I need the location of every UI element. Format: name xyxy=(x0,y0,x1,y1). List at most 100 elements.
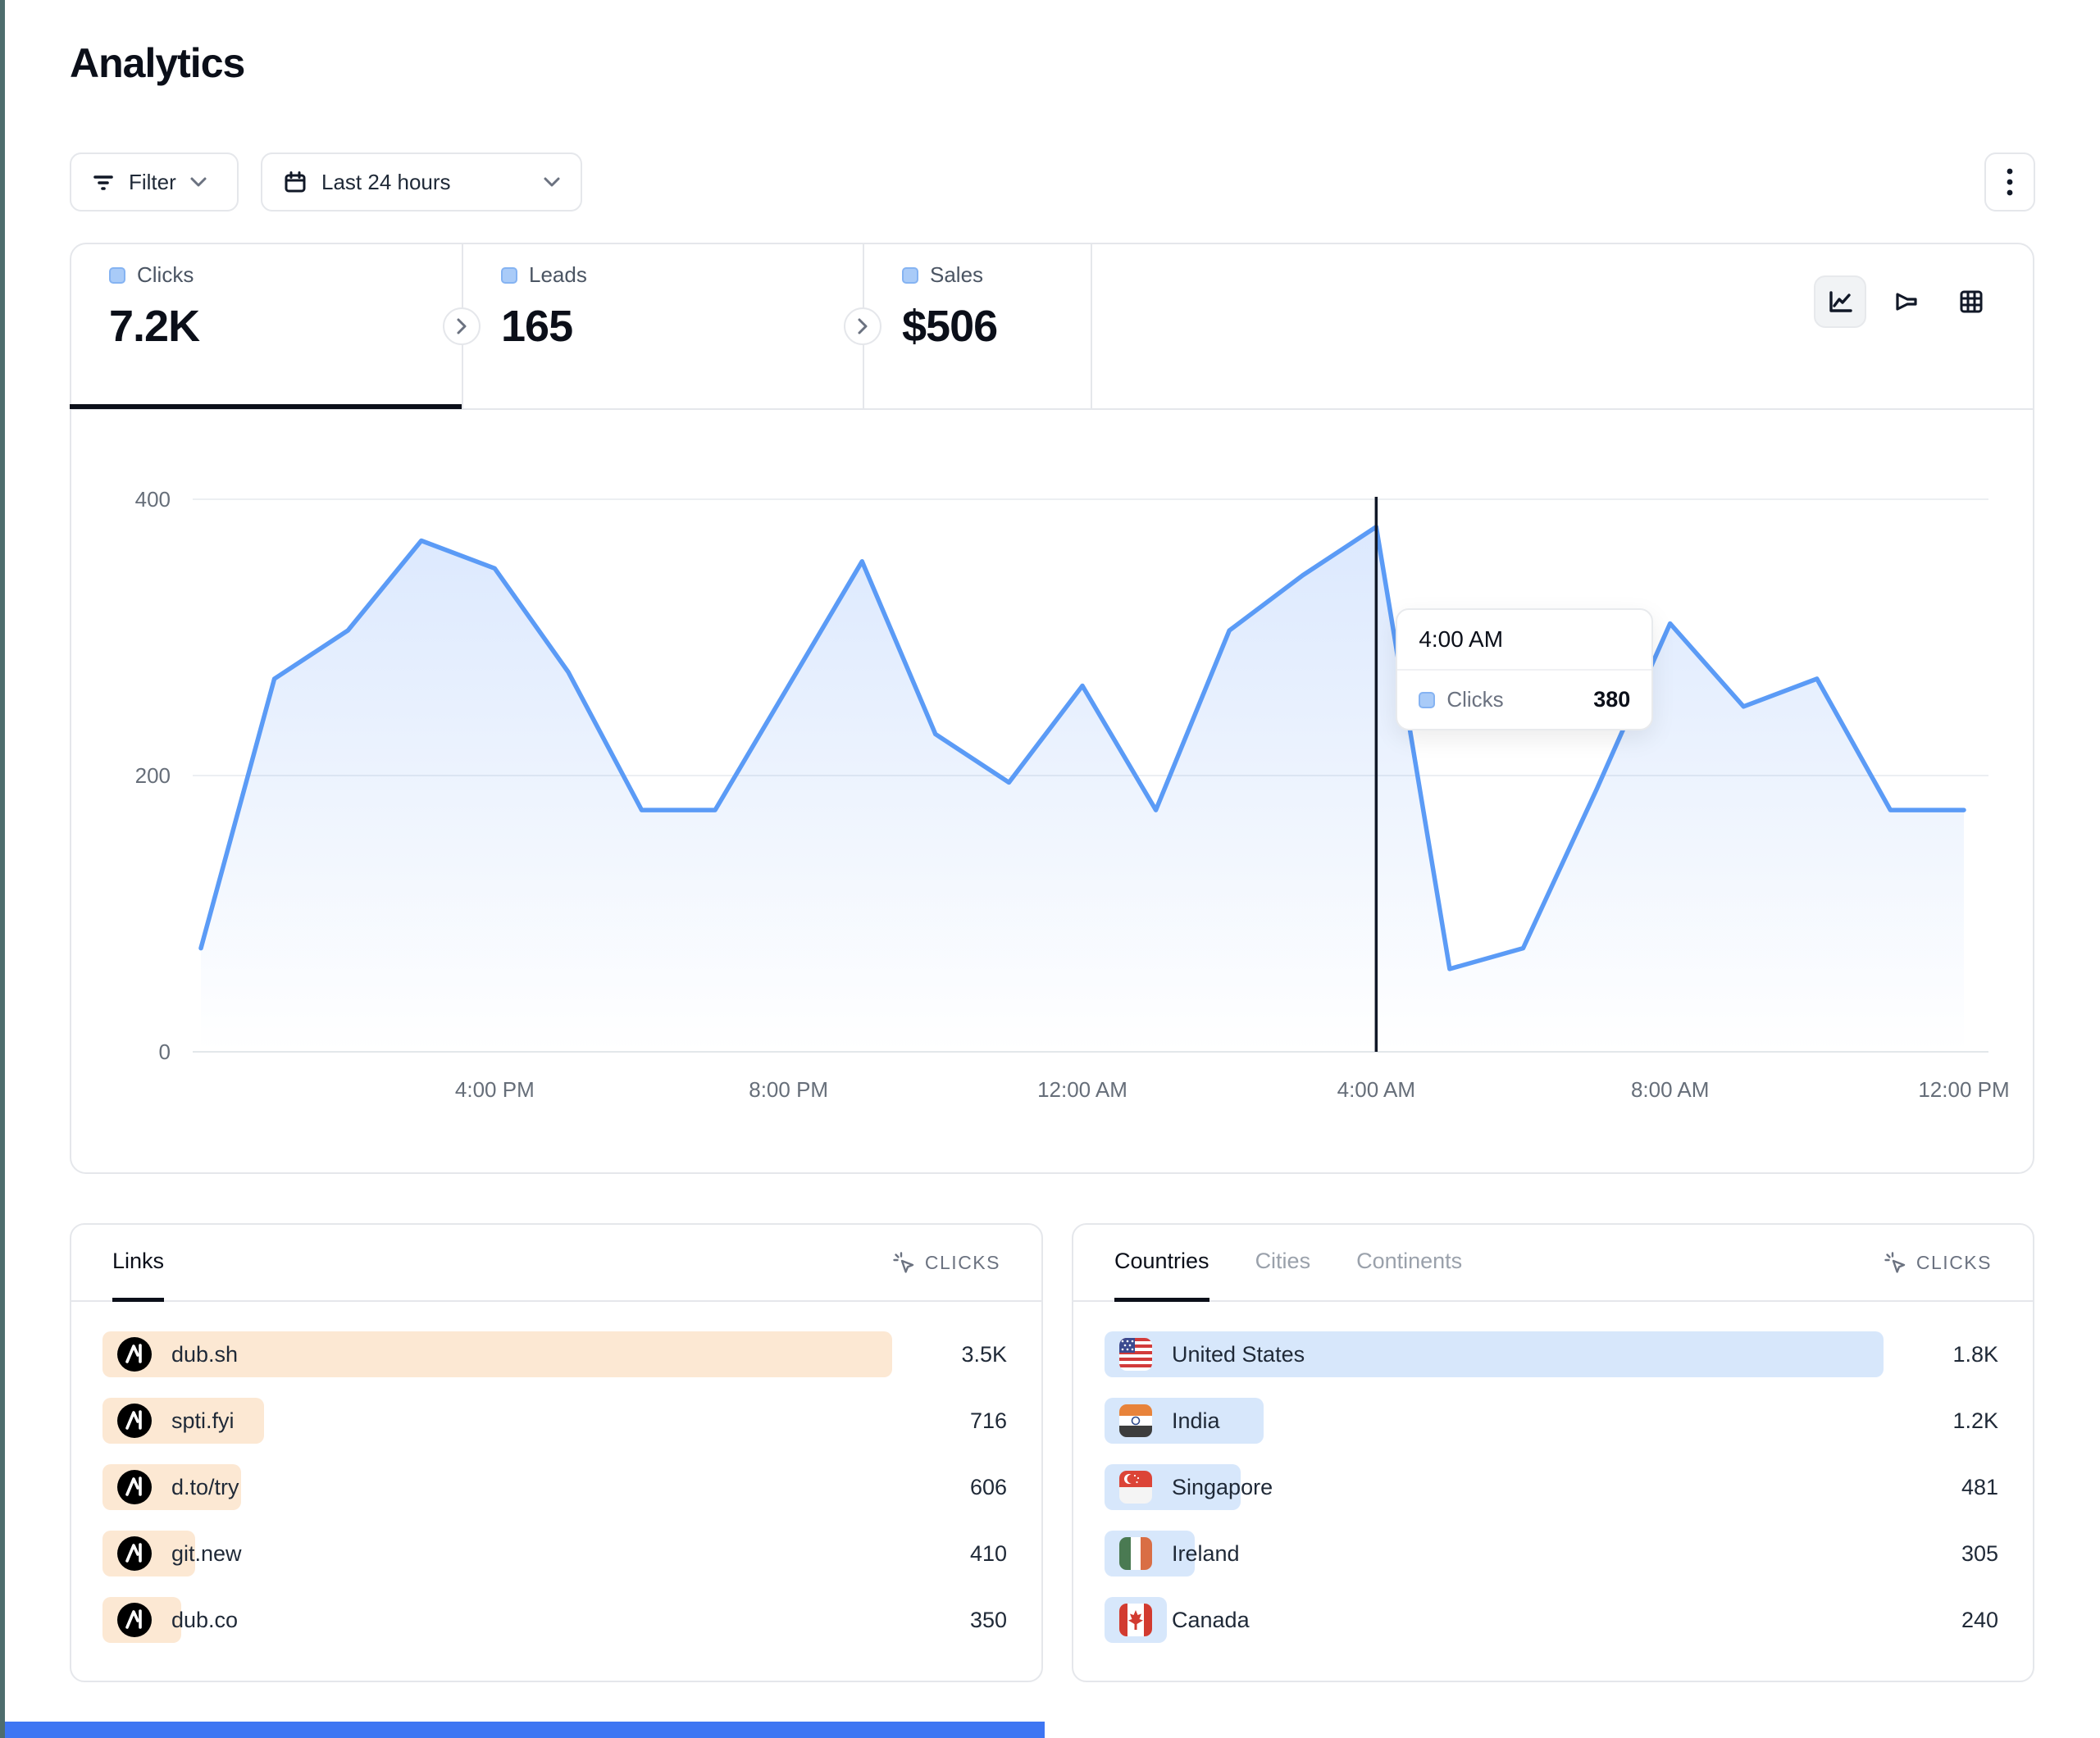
link-row[interactable]: d.to/try 606 xyxy=(102,1464,1007,1510)
chart-type-switcher xyxy=(1814,275,1998,328)
flag-ie-icon xyxy=(1119,1537,1152,1570)
analytics-card xyxy=(70,243,2034,1174)
country-clicks-value: 240 xyxy=(1961,1607,1998,1632)
tab-continents[interactable]: Continents xyxy=(1356,1249,1463,1273)
tab-countries[interactable]: Countries xyxy=(1114,1225,1209,1302)
clicks-legend-icon xyxy=(109,266,125,284)
chart-tooltip: 4:00 AM Clicks 380 xyxy=(1396,608,1654,730)
bar-area: India xyxy=(1105,1398,1884,1444)
link-label: d.to/try xyxy=(171,1474,239,1499)
link-row[interactable]: dub.sh 3.5K xyxy=(102,1331,1007,1377)
line-chart-view-button[interactable] xyxy=(1814,275,1866,328)
tab-links[interactable]: Links xyxy=(112,1225,165,1302)
filter-button[interactable]: Filter xyxy=(70,152,239,212)
sales-legend-icon xyxy=(902,266,918,284)
country-label: Canada xyxy=(1172,1607,1250,1632)
stat-value: 165 xyxy=(501,302,573,351)
link-row[interactable]: dub.co 350 xyxy=(102,1597,1007,1643)
leads-legend-icon xyxy=(501,266,517,284)
link-label: spti.fyi xyxy=(171,1408,235,1433)
dub-logo-icon xyxy=(117,1603,152,1637)
date-range-button[interactable]: Last 24 hours xyxy=(261,152,582,212)
stats-bottom-divider xyxy=(71,408,2033,410)
line-chart-icon xyxy=(1829,291,1852,312)
stat-value: 7.2K xyxy=(109,302,200,351)
kebab-menu-button[interactable] xyxy=(1984,152,2035,212)
tab-sales[interactable]: Sales $506 xyxy=(902,262,998,394)
links-panel: Links CLICKS dub.sh 3.5K spti.fyi 716 d.to/t… xyxy=(70,1223,1043,1682)
flag-sg-icon xyxy=(1119,1471,1152,1504)
stats-cell-divider xyxy=(1091,244,1092,408)
country-clicks-bar xyxy=(1105,1331,1884,1377)
country-clicks-value: 1.8K xyxy=(1952,1341,1998,1367)
funnel-view-button[interactable] xyxy=(1879,275,1932,328)
link-clicks-value: 350 xyxy=(969,1607,1007,1632)
bar-area: spti.fyi xyxy=(102,1398,892,1444)
countries-panel: Countries Cities Continents CLICKS Unite… xyxy=(1072,1223,2034,1682)
country-row[interactable]: Singapore 481 xyxy=(1105,1464,1998,1510)
cursor-click-icon xyxy=(1884,1252,1906,1273)
link-clicks-value: 410 xyxy=(969,1540,1007,1566)
bar-area: Singapore xyxy=(1105,1464,1884,1510)
country-label: United States xyxy=(1172,1341,1305,1367)
link-clicks-value: 606 xyxy=(969,1474,1007,1499)
table-grid-icon xyxy=(1960,290,1983,313)
tab-leads[interactable]: Leads 165 xyxy=(501,262,587,394)
flag-us-icon xyxy=(1119,1338,1152,1371)
filter-icon xyxy=(91,170,116,194)
chevron-down-icon xyxy=(543,176,561,188)
country-label: Singapore xyxy=(1172,1474,1273,1499)
country-label: Ireland xyxy=(1172,1540,1240,1566)
expand-clicks-button[interactable] xyxy=(443,307,481,345)
country-row[interactable]: India 1.2K xyxy=(1105,1398,1998,1444)
tooltip-legend-icon xyxy=(1419,691,1436,708)
links-metric-selector[interactable]: CLICKS xyxy=(892,1251,1000,1274)
stat-value: $506 xyxy=(902,302,998,351)
kebab-menu-icon xyxy=(2006,166,2014,198)
flag-ca-icon xyxy=(1119,1604,1152,1636)
tooltip-series-label: Clicks xyxy=(1446,687,1504,712)
tab-clicks[interactable]: Clicks 7.2K xyxy=(109,262,200,394)
link-clicks-bar xyxy=(102,1331,892,1377)
calendar-icon xyxy=(282,169,308,195)
bar-area: git.new xyxy=(102,1531,892,1576)
link-label: git.new xyxy=(171,1540,242,1566)
countries-metric-selector[interactable]: CLICKS xyxy=(1884,1251,1992,1274)
dub-logo-icon xyxy=(117,1470,152,1504)
bar-area: Canada xyxy=(1105,1597,1884,1643)
country-row[interactable]: Canada 240 xyxy=(1105,1597,1998,1643)
tooltip-value: 380 xyxy=(1593,687,1631,712)
country-clicks-value: 481 xyxy=(1961,1474,1998,1499)
stat-label: Sales xyxy=(930,262,984,287)
dub-logo-icon xyxy=(117,1404,152,1438)
stat-label: Leads xyxy=(529,262,587,287)
country-label: India xyxy=(1172,1408,1220,1433)
stat-label: Clicks xyxy=(137,262,194,287)
link-label: dub.co xyxy=(171,1607,239,1632)
link-label: dub.sh xyxy=(171,1341,239,1367)
expand-leads-button[interactable] xyxy=(844,307,881,345)
link-row[interactable]: git.new 410 xyxy=(102,1531,1007,1576)
link-row[interactable]: spti.fyi 716 xyxy=(102,1398,1007,1444)
country-row[interactable]: Ireland 305 xyxy=(1105,1531,1998,1576)
chevron-down-icon xyxy=(189,176,207,188)
table-view-button[interactable] xyxy=(1945,275,1998,328)
cursor-click-icon xyxy=(893,1252,914,1273)
bar-area: Ireland xyxy=(1105,1531,1884,1576)
page-title: Analytics xyxy=(70,40,245,86)
tooltip-time: 4:00 AM xyxy=(1397,610,1652,671)
links-metric-label: CLICKS xyxy=(924,1251,1000,1273)
country-row[interactable]: United States 1.8K xyxy=(1105,1331,1998,1377)
dub-logo-icon xyxy=(117,1337,152,1372)
bar-area: dub.sh xyxy=(102,1331,892,1377)
countries-metric-label: CLICKS xyxy=(1916,1251,1992,1273)
bar-area: dub.co xyxy=(102,1597,892,1643)
left-edge-strip xyxy=(0,0,5,1738)
filter-button-label: Filter xyxy=(129,169,176,194)
bar-area: United States xyxy=(1105,1331,1884,1377)
active-tab-underline xyxy=(70,404,462,409)
flag-in-icon xyxy=(1119,1404,1152,1437)
dub-logo-icon xyxy=(117,1536,152,1571)
date-range-label: Last 24 hours xyxy=(321,169,451,194)
tab-cities[interactable]: Cities xyxy=(1255,1249,1311,1273)
